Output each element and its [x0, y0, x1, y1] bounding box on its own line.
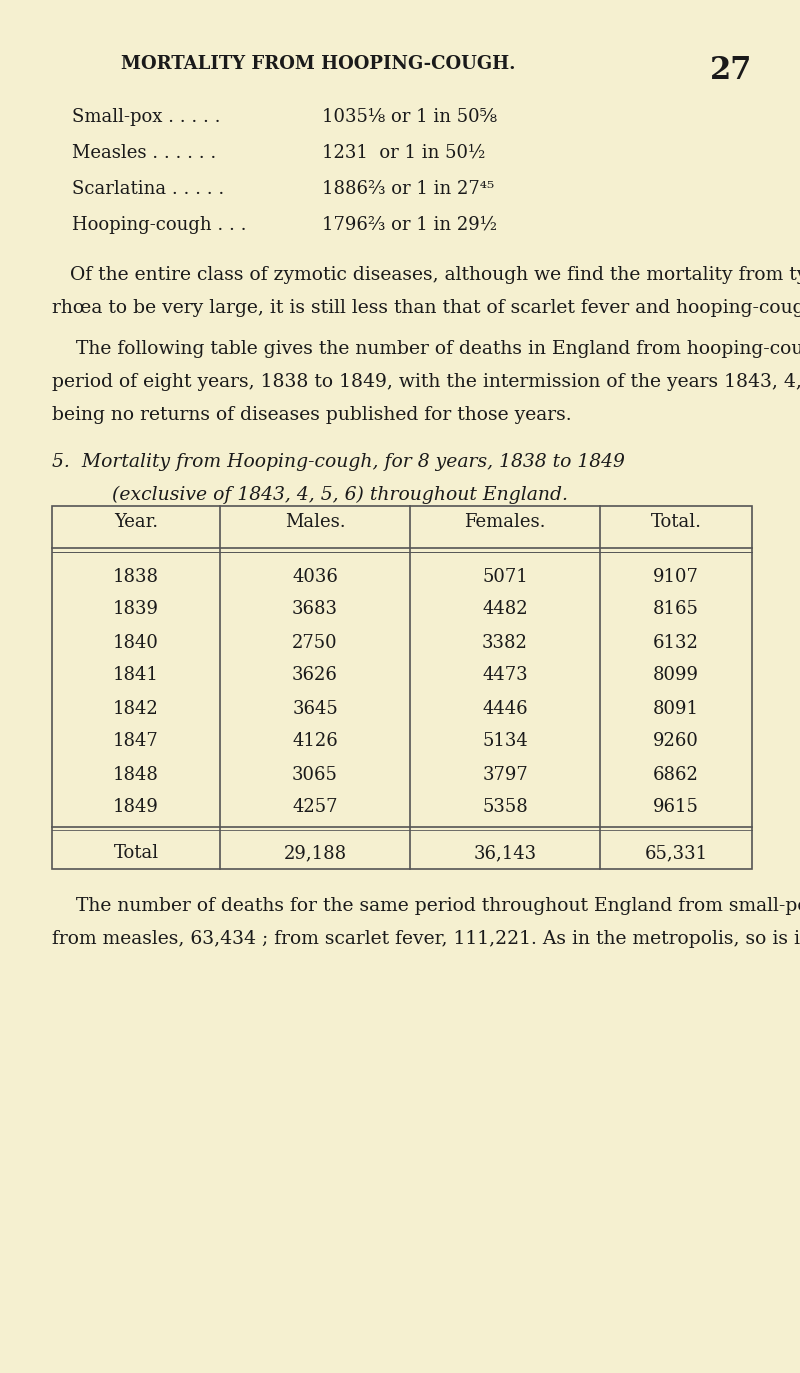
Text: 3683: 3683 — [292, 600, 338, 618]
Text: 5.  Mortality from Hooping-cough, for 8 years, 1838 to 1849: 5. Mortality from Hooping-cough, for 8 y… — [52, 453, 625, 471]
Text: Females.: Females. — [464, 514, 546, 531]
Text: 3645: 3645 — [292, 699, 338, 718]
Text: 3382: 3382 — [482, 633, 528, 652]
Text: 8099: 8099 — [653, 666, 699, 685]
Text: 8091: 8091 — [653, 699, 699, 718]
Text: 8165: 8165 — [653, 600, 699, 618]
Text: 4036: 4036 — [292, 567, 338, 585]
Text: Year.: Year. — [114, 514, 158, 531]
Text: 29,188: 29,188 — [283, 844, 346, 862]
Text: rhœa to be very large, it is still less than that of scarlet fever and hooping-c: rhœa to be very large, it is still less … — [52, 299, 800, 317]
Text: 1839: 1839 — [113, 600, 159, 618]
Text: 4446: 4446 — [482, 699, 528, 718]
Text: 1849: 1849 — [113, 799, 159, 817]
Text: from measles, 63,434 ; from scarlet fever, 111,221. As in the metropolis, so is : from measles, 63,434 ; from scarlet feve… — [52, 930, 800, 947]
Bar — [52, 507, 752, 869]
Text: Total: Total — [114, 844, 158, 862]
Text: 9260: 9260 — [653, 733, 699, 751]
Text: 6862: 6862 — [653, 766, 699, 784]
Text: 1838: 1838 — [113, 567, 159, 585]
Text: 4482: 4482 — [482, 600, 528, 618]
Text: 27: 27 — [710, 55, 752, 86]
Text: Hooping-cough . . .: Hooping-cough . . . — [72, 216, 246, 233]
Text: 1796⅔ or 1 in 29½: 1796⅔ or 1 in 29½ — [322, 216, 497, 233]
Text: Measles . . . . . .: Measles . . . . . . — [72, 144, 216, 162]
Text: 5358: 5358 — [482, 799, 528, 817]
Text: The following table gives the number of deaths in England from hooping-cough alo: The following table gives the number of … — [52, 341, 800, 358]
Text: 2750: 2750 — [292, 633, 338, 652]
Text: 3626: 3626 — [292, 666, 338, 685]
Text: 6132: 6132 — [653, 633, 699, 652]
Text: 4473: 4473 — [482, 666, 528, 685]
Text: 3065: 3065 — [292, 766, 338, 784]
Text: 1848: 1848 — [113, 766, 159, 784]
Text: Small-pox . . . . .: Small-pox . . . . . — [72, 108, 221, 126]
Text: The number of deaths for the same period throughout England from small-pox is 60: The number of deaths for the same period… — [52, 897, 800, 914]
Text: 1035⅛ or 1 in 50⅝: 1035⅛ or 1 in 50⅝ — [322, 108, 497, 126]
Text: Total.: Total. — [650, 514, 702, 531]
Text: 4126: 4126 — [292, 733, 338, 751]
Text: 5134: 5134 — [482, 733, 528, 751]
Text: 1231  or 1 in 50½: 1231 or 1 in 50½ — [322, 144, 486, 162]
Text: period of eight years, 1838 to 1849, with the intermission of the years 1843, 4,: period of eight years, 1838 to 1849, wit… — [52, 373, 800, 391]
Text: 1841: 1841 — [113, 666, 159, 685]
Text: Males.: Males. — [285, 514, 346, 531]
Text: Of the entire class of zymotic diseases, although we find the mortality from typ: Of the entire class of zymotic diseases,… — [70, 266, 800, 284]
Text: 65,331: 65,331 — [645, 844, 707, 862]
Text: 1840: 1840 — [113, 633, 159, 652]
Text: 4257: 4257 — [292, 799, 338, 817]
Text: (exclusive of 1843, 4, 5, 6) throughout England.: (exclusive of 1843, 4, 5, 6) throughout … — [112, 486, 568, 504]
Text: 36,143: 36,143 — [474, 844, 537, 862]
Text: 1842: 1842 — [113, 699, 159, 718]
Text: being no returns of diseases published for those years.: being no returns of diseases published f… — [52, 406, 572, 424]
Text: 5071: 5071 — [482, 567, 528, 585]
Text: 9615: 9615 — [653, 799, 699, 817]
Text: 9107: 9107 — [653, 567, 699, 585]
Text: 1886⅔ or 1 in 27⁴⁵: 1886⅔ or 1 in 27⁴⁵ — [322, 180, 494, 198]
Text: MORTALITY FROM HOOPING-COUGH.: MORTALITY FROM HOOPING-COUGH. — [121, 55, 515, 73]
Text: 3797: 3797 — [482, 766, 528, 784]
Text: 1847: 1847 — [113, 733, 159, 751]
Text: Scarlatina . . . . .: Scarlatina . . . . . — [72, 180, 224, 198]
